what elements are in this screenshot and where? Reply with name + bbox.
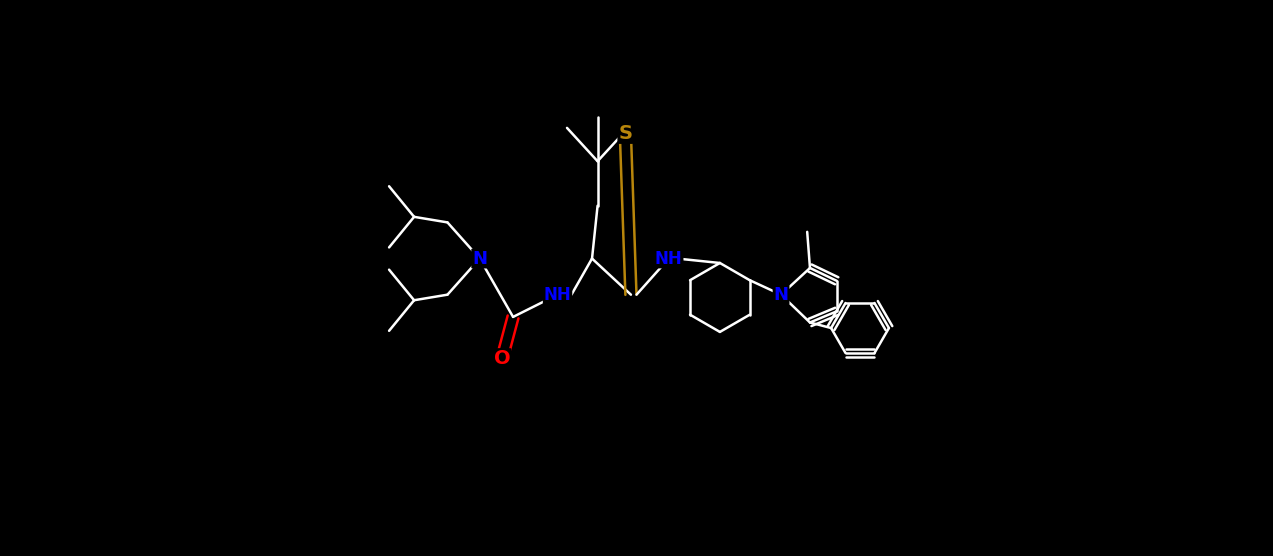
Text: S: S	[619, 124, 633, 143]
Text: N: N	[472, 250, 488, 267]
Text: N: N	[774, 286, 788, 304]
Text: NH: NH	[654, 250, 682, 267]
Text: NH: NH	[544, 286, 572, 304]
Text: O: O	[494, 349, 510, 368]
